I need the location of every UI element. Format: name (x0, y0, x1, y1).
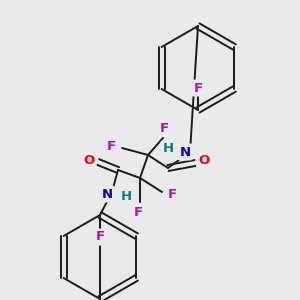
Text: F: F (167, 188, 177, 200)
Text: F: F (106, 140, 116, 152)
Text: H: H (162, 142, 174, 155)
Text: N: N (101, 188, 112, 200)
Text: H: H (120, 190, 132, 202)
Text: F: F (134, 206, 142, 220)
Text: O: O (198, 154, 210, 167)
Text: F: F (194, 82, 202, 94)
Text: N: N (179, 146, 191, 158)
Text: O: O (83, 154, 94, 166)
Text: F: F (159, 122, 169, 134)
Text: F: F (95, 230, 105, 244)
